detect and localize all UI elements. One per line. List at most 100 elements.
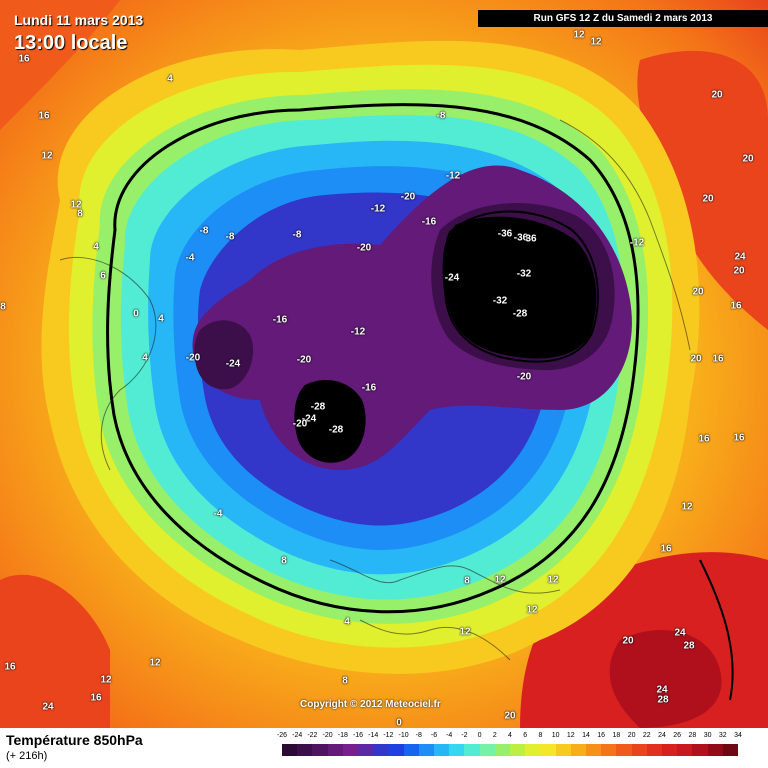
legend-swatch bbox=[540, 744, 557, 756]
isotherm-value-label: 16 bbox=[698, 433, 710, 445]
isotherm-value-label: -12 bbox=[445, 170, 461, 182]
legend-swatch bbox=[616, 744, 633, 756]
legend-tick-label: 4 bbox=[508, 732, 512, 739]
isotherm-value-label: -24 bbox=[444, 272, 460, 284]
isotherm-value-label: 0 bbox=[133, 308, 139, 320]
legend-tick-label: -16 bbox=[352, 732, 364, 739]
legend-swatch bbox=[677, 744, 693, 756]
isotherm-value-label: 12 bbox=[547, 574, 559, 586]
isotherm-value-label: 12 bbox=[70, 199, 82, 211]
isotherm-value-label: -24 bbox=[301, 413, 317, 425]
legend-tick-label: 34 bbox=[734, 732, 742, 739]
isotherm-value-label: 16 bbox=[730, 300, 742, 312]
legend-tick-label: 8 bbox=[538, 732, 543, 739]
isotherm-value-label: 8 bbox=[281, 555, 287, 567]
isotherm-value-label: 24 bbox=[734, 251, 746, 263]
legend-tick-label: 24 bbox=[658, 732, 666, 739]
legend-swatch bbox=[570, 744, 587, 756]
isotherm-value-label: 20 bbox=[742, 153, 754, 165]
legend-swatch bbox=[692, 744, 709, 756]
legend-swatch bbox=[388, 744, 405, 756]
legend-swatch bbox=[707, 744, 724, 756]
legend-tick-label: -4 bbox=[446, 732, 453, 739]
isotherm-value-label: 4 bbox=[167, 73, 173, 85]
temperature-field-map bbox=[0, 0, 768, 728]
legend-tick-label: -8 bbox=[415, 732, 422, 739]
isotherm-value-label: -8 bbox=[292, 229, 302, 241]
legend-tick-label: -22 bbox=[307, 732, 318, 739]
isotherm-value-label: -8 bbox=[199, 225, 209, 237]
isotherm-value-label: 12 bbox=[526, 604, 538, 616]
legend-swatch bbox=[373, 744, 389, 756]
valid-time-label: 13:00 locale bbox=[14, 32, 128, 54]
isotherm-value-label: -32 bbox=[516, 268, 532, 280]
isotherm-value-label: 20 bbox=[504, 710, 516, 722]
legend-tick-label: 10 bbox=[551, 732, 560, 739]
isotherm-value-label: -28 bbox=[512, 308, 528, 320]
isotherm-value-label: 6 bbox=[100, 270, 106, 282]
isotherm-value-label: -36 bbox=[497, 228, 513, 240]
legend-bar: Température 850hPa (+ 216h) -26 -24 -22 -20… bbox=[0, 728, 768, 768]
legend-swatch bbox=[403, 744, 420, 756]
isotherm-value-label: 16 bbox=[90, 692, 102, 704]
legend-tick-label: -14 bbox=[368, 732, 379, 739]
legend-swatch bbox=[418, 744, 435, 756]
legend-swatch bbox=[327, 744, 344, 756]
legend-tick-label: -24 bbox=[292, 732, 303, 739]
isotherm-value-label: -20 bbox=[296, 354, 312, 366]
legend-tick-label: -18 bbox=[337, 732, 348, 739]
isotherm-value-label: -24 bbox=[225, 358, 241, 370]
isotherm-value-label: 4 bbox=[158, 313, 164, 325]
isotherm-value-label: -32 bbox=[492, 295, 508, 307]
isotherm-value-label: 20 bbox=[702, 193, 714, 205]
legend-swatch bbox=[662, 744, 678, 756]
legend-tick-label: 0 bbox=[477, 732, 482, 739]
isotherm-value-label: 20 bbox=[692, 286, 704, 298]
legend-tick-label: -12 bbox=[383, 732, 394, 739]
isotherm-value-label: 12 bbox=[590, 36, 602, 48]
isotherm-value-label: 12 bbox=[41, 150, 53, 162]
warm-region-sw bbox=[0, 574, 110, 728]
isotherm-value-label: 4 bbox=[142, 352, 148, 364]
isotherm-value-label: -20 bbox=[516, 371, 532, 383]
isotherm-value-label: -4 bbox=[213, 508, 223, 520]
isotherm-value-label: -36 bbox=[513, 232, 529, 244]
isotherm-value-label: -20 bbox=[400, 191, 416, 203]
isotherm-value-label: -12 bbox=[350, 326, 366, 338]
legend-swatch bbox=[601, 744, 617, 756]
forecast-hour: (+ 216h) bbox=[6, 750, 48, 762]
cold-core-siberia bbox=[444, 216, 597, 359]
legend-tick-label: 30 bbox=[703, 732, 712, 739]
isotherm-value-label: -16 bbox=[272, 314, 288, 326]
isotherm-value-label: -20 bbox=[356, 242, 372, 254]
legend-tick-label: 16 bbox=[597, 732, 606, 739]
warm-region-nw bbox=[0, 0, 120, 130]
legend-tick-label: 32 bbox=[718, 732, 727, 739]
isotherm-value-label: -12 bbox=[370, 203, 386, 215]
isotherm-value-label: -28 bbox=[328, 424, 344, 436]
legend-swatch bbox=[464, 744, 481, 756]
hot-core-se bbox=[609, 630, 722, 728]
warm-region-ne bbox=[637, 50, 768, 331]
legend-swatch bbox=[646, 744, 663, 756]
isotherm-value-label: 8 bbox=[342, 675, 348, 687]
isotherm-value-label: 24 bbox=[656, 684, 668, 696]
cold-core-greenland bbox=[294, 380, 366, 463]
isotherm-value-label: -20 bbox=[292, 418, 308, 430]
isotherm-value-label: 16 bbox=[712, 353, 724, 365]
isotherm-value-label: 28 bbox=[657, 694, 669, 706]
cold-contour-siberia bbox=[442, 210, 599, 363]
isotherm-value-label: 4 bbox=[93, 241, 99, 253]
legend-swatch bbox=[358, 744, 374, 756]
isotherm-value-label: 12 bbox=[681, 501, 693, 513]
isotherm-value-label: -12 bbox=[629, 237, 645, 249]
isotherm-value-label: -28 bbox=[310, 401, 326, 413]
legend-tick-label: 22 bbox=[642, 732, 651, 739]
isotherm-value-label: 16 bbox=[4, 661, 16, 673]
legend-tick-label: -10 bbox=[398, 732, 409, 739]
isotherm-value-label: 16 bbox=[18, 53, 30, 65]
isotherm-value-label: -16 bbox=[361, 382, 377, 394]
isotherm-value-label: 20 bbox=[622, 635, 634, 647]
isotherm-value-label: 12 bbox=[573, 29, 585, 41]
